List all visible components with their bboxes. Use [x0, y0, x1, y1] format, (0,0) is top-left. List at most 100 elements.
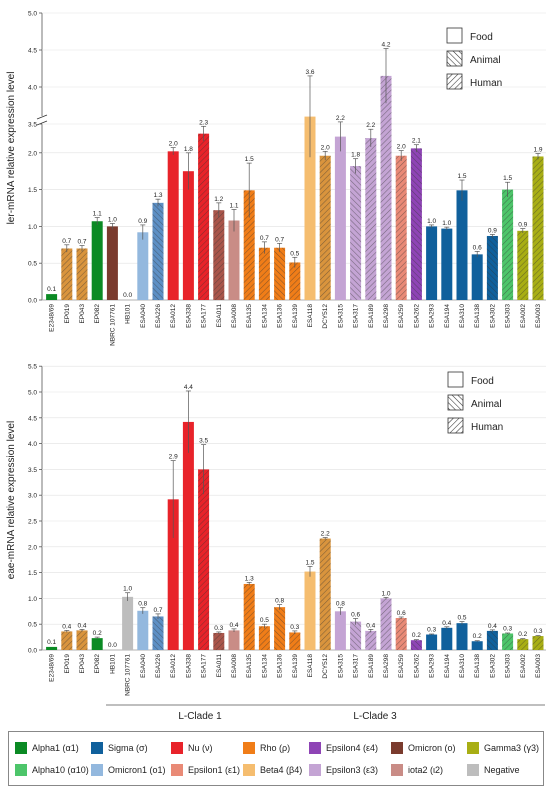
- eae-bar: [258, 623, 270, 650]
- ler-ytick-label: 5.0: [28, 11, 37, 18]
- eae-xtick-label: ESA226: [155, 654, 162, 678]
- eae-bar: [365, 629, 377, 650]
- ler-bar-fill: [91, 221, 103, 300]
- ler-xtick-label: ESA226: [155, 304, 162, 328]
- eae-bar: [426, 633, 438, 650]
- eae-data-label: 2.2: [321, 531, 330, 538]
- eae-bar-hatch: [532, 636, 544, 650]
- eae-data-label: 0.4: [488, 623, 497, 630]
- eae-bar-hatch: [486, 630, 498, 650]
- eae-bar-hatch: [517, 639, 529, 650]
- ler-data-label: 2.0: [397, 144, 406, 151]
- ler-xtick-label: ESA011: [216, 304, 223, 328]
- eae-bar: [471, 640, 483, 650]
- legend-swatch: [243, 764, 255, 776]
- eae-ytick-label: 4.0: [28, 441, 37, 448]
- eae-xtick-label: ESA338: [185, 654, 192, 678]
- ler-xtick-label: EP082: [94, 304, 101, 324]
- ler-data-label: 1.5: [457, 173, 466, 180]
- eae-bar: [289, 630, 301, 650]
- ler-bar-hatch: [350, 166, 362, 300]
- ler-bar-fill: [426, 226, 438, 300]
- ler-bar: [410, 144, 422, 300]
- ler-xtick-label: ESA139: [292, 304, 299, 328]
- ler-bar: [258, 241, 270, 300]
- legend-item: Negative: [467, 762, 520, 778]
- ler-bar: [152, 198, 164, 300]
- ler-bar: [350, 158, 362, 300]
- legend-label: iota2 (ι2): [408, 765, 444, 775]
- ler-data-label: 1.8: [351, 152, 360, 159]
- ler-bar-hatch: [243, 190, 255, 300]
- eae-bar: [61, 630, 73, 650]
- legend-item: Nu (ν): [171, 740, 213, 756]
- legend-item: Rho (ρ): [243, 740, 290, 756]
- eae-bar: [137, 607, 149, 650]
- ler-xtick-label: ESA293: [429, 304, 436, 328]
- ler-bar: [61, 244, 73, 300]
- ler-xtick-label: ESA310: [459, 304, 466, 328]
- eae-xtick-label: HB101: [109, 654, 116, 674]
- ler-bar-hatch: [365, 138, 377, 300]
- ler-xtick-label: ESA008: [231, 304, 238, 328]
- eae-bar: [243, 582, 255, 650]
- ler-axis-break: [36, 114, 48, 126]
- ler-bar-fill: [106, 226, 118, 300]
- ler-bar-hatch: [152, 202, 164, 300]
- legend-label: Alpha1 (α1): [32, 743, 79, 753]
- ler-data-label: 2.0: [321, 144, 330, 151]
- eae-bar: [304, 566, 316, 650]
- eae-xtick-label: ESA315: [337, 654, 344, 678]
- eae-xtick-label: NBRC 107761: [125, 654, 132, 696]
- eae-bar-hatch: [213, 632, 225, 650]
- eae-data-label: 1.3: [245, 575, 254, 582]
- eae-bar: [122, 592, 134, 650]
- eae-bar: [152, 613, 164, 650]
- ler-ytick-label: 0.5: [28, 261, 37, 268]
- eae-bar: [395, 616, 407, 650]
- ler-bar: [182, 152, 194, 300]
- ler-xtick-label: ESA134: [261, 304, 268, 328]
- legend-label: Epsilon4 (ε4): [326, 743, 379, 753]
- eae-bar: [441, 626, 453, 650]
- eae-data-label: 0.1: [47, 639, 56, 646]
- eae-bar-hatch: [395, 618, 407, 650]
- ler-bar-hatch: [61, 248, 73, 300]
- eae-bar-fill: [441, 627, 453, 650]
- eae-bar-hatch: [365, 630, 377, 650]
- ler-xtick-label: ESA136: [277, 304, 284, 328]
- eae-ytick-label: 0.0: [28, 648, 37, 655]
- eae-bar-fill: [46, 646, 58, 650]
- eae-data-label: 0.3: [290, 624, 299, 631]
- legend-item: Epsilon1 (ε1): [171, 762, 240, 778]
- ler-data-label: 1.5: [245, 156, 254, 163]
- eae-ytick-label: 0.5: [28, 622, 37, 629]
- ler-data-label: 0.7: [77, 239, 86, 246]
- ler-data-label: 1.8: [184, 146, 193, 153]
- ler-data-label: 4.2: [381, 42, 390, 49]
- ler-xtick-label: ESA259: [398, 304, 405, 328]
- ler-bar: [91, 217, 103, 300]
- ler-data-label: 3.6: [305, 69, 314, 76]
- ler-legend-food-swatch: [446, 27, 463, 44]
- ler-bar-fill: [441, 228, 453, 300]
- eae-bar: [274, 604, 286, 650]
- eae-bar: [167, 460, 179, 650]
- ler-bar-fill: [182, 171, 194, 300]
- eae-xtick-label: ESA177: [201, 654, 208, 678]
- eae-xtick-label: ESA118: [307, 654, 314, 678]
- eae-ytick-label: 1.0: [28, 596, 37, 603]
- ler-legend-human-label: Human: [470, 78, 502, 89]
- ler-data-label: 2.3: [199, 119, 208, 126]
- ler-data-label: 0.9: [138, 218, 147, 225]
- ler-bar: [304, 75, 316, 300]
- legend-item: Omicron (ο): [391, 740, 456, 756]
- eae-bar-hatch: [152, 616, 164, 650]
- eae-legend-animal-swatch: [447, 394, 464, 411]
- legend-label: Omicron (ο): [408, 743, 456, 753]
- ler-data-label: 0.7: [260, 235, 269, 242]
- eae-bar: [410, 639, 422, 650]
- eae-bar: [228, 628, 240, 650]
- eae-data-label: 0.5: [260, 617, 269, 624]
